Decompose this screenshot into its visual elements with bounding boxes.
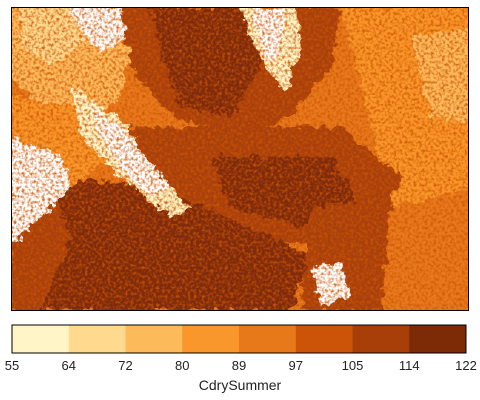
legend-tick-label: 72 (118, 358, 132, 373)
legend-tick-label: 55 (5, 358, 19, 373)
legend-swatch-6 (352, 325, 410, 353)
legend-tick-label: 80 (175, 358, 189, 373)
legend-tick-label: 89 (232, 358, 246, 373)
legend-swatch-0 (12, 325, 70, 353)
legend-frame (11, 324, 467, 354)
legend-title: CdrySummer (198, 377, 282, 393)
legend-swatch-1 (68, 325, 126, 353)
legend-swatch-5 (295, 325, 353, 353)
legend-tick-label: 97 (289, 358, 303, 373)
raster-map (11, 7, 469, 311)
legend-colorbar: 55 64 72 80 89 97 105 114 122 (5, 324, 477, 373)
legend-tick-label: 105 (342, 358, 364, 373)
legend-tick-label: 122 (455, 358, 477, 373)
legend-swatch-7 (409, 325, 467, 353)
legend-tick-label: 114 (399, 358, 420, 373)
map-speckle-dark (11, 7, 469, 311)
map-frame (11, 7, 469, 311)
legend-swatch-2 (125, 325, 183, 353)
legend-swatch-3 (182, 325, 240, 353)
legend-swatch-4 (239, 325, 297, 353)
raster-map-panel (11, 7, 469, 311)
legend-tick-label: 64 (62, 358, 76, 373)
color-legend: 55 64 72 80 89 97 105 114 122 (0, 318, 480, 400)
